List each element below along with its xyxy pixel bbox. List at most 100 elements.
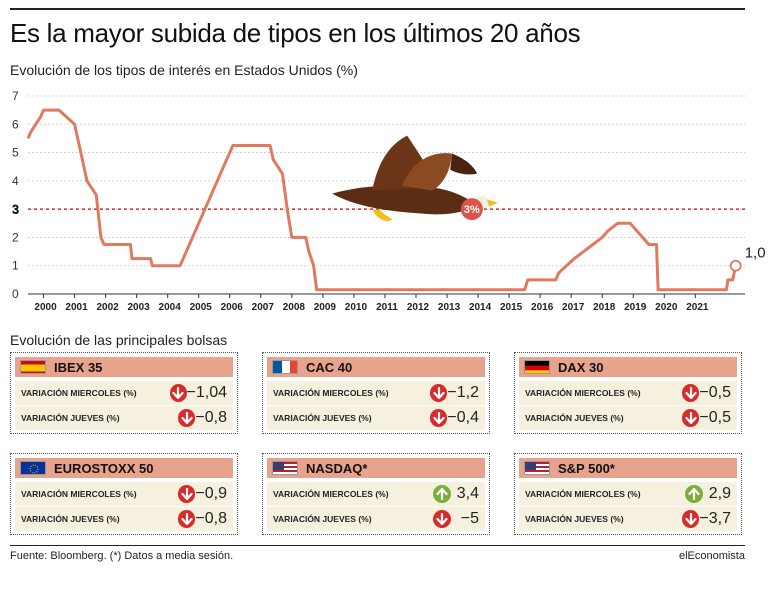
row-label: VARIACIÓN JUEVES (%): [21, 514, 120, 524]
x-tick-label: 2016: [531, 302, 554, 313]
usa-flag-icon: [272, 461, 298, 475]
x-tick-label: 2005: [190, 302, 213, 313]
index-card: DAX 30 VARIACIÓN MIERCOLES (%) −0,5 VARIACI…: [514, 352, 742, 434]
y-tick-label: 0: [12, 287, 19, 301]
eagle-icon: [332, 135, 499, 222]
section-title: Evolución de las principales bolsas: [10, 332, 228, 348]
row-label: VARIACIÓN MIERCOLES (%): [525, 388, 641, 398]
wednesday-row: VARIACIÓN MIERCOLES (%) −0,9: [15, 482, 233, 506]
arrow-down-icon: [169, 384, 187, 402]
arrow-down-icon: [681, 384, 700, 402]
index-card-header: IBEX 35: [15, 357, 233, 377]
x-tick-label: 2014: [469, 302, 492, 313]
thursday-row: VARIACIÓN JUEVES (%) −0,5: [519, 406, 737, 430]
index-card-header: DAX 30: [519, 357, 737, 377]
y-tick-label: 6: [12, 117, 19, 131]
eagle-talon: [372, 209, 393, 222]
row-label: VARIACIÓN JUEVES (%): [21, 413, 120, 423]
x-tick-label: 2015: [500, 302, 523, 313]
current-rate-marker: [729, 259, 742, 272]
index-name: CAC 40: [306, 359, 353, 375]
x-tick-label: 2008: [283, 302, 306, 313]
row-label: VARIACIÓN JUEVES (%): [525, 514, 624, 524]
france-flag-icon: [272, 360, 298, 374]
thursday-row: VARIACIÓN JUEVES (%) −5: [267, 507, 485, 531]
index-card: EUROSTOXX 50 VARIACIÓN MIERCOLES (%) −0,9 V…: [10, 453, 238, 535]
eagle-part: [487, 199, 499, 207]
thursday-change: −0,8: [195, 510, 227, 527]
brand-name: elEconomista: [678, 550, 745, 562]
bottom-rule: [10, 545, 745, 546]
rate-callout-badge: [460, 198, 483, 221]
row-label: VARIACIÓN MIERCOLES (%): [525, 489, 641, 499]
thursday-change: −0,8: [195, 409, 227, 426]
index-name: NASDAQ*: [306, 460, 368, 476]
x-tick-label: 2007: [252, 302, 275, 313]
eu-flag-icon: [20, 461, 46, 475]
thursday-row: VARIACIÓN JUEVES (%) −0,8: [15, 406, 233, 430]
x-tick-label: 2002: [96, 302, 119, 313]
eagle-part: [332, 185, 478, 215]
row-label: VARIACIÓN MIERCOLES (%): [273, 489, 389, 499]
wednesday-change: 2,9: [708, 485, 731, 502]
x-tick-label: 2000: [34, 302, 57, 313]
wednesday-row: VARIACIÓN MIERCOLES (%) 3,4: [267, 482, 485, 506]
index-card: IBEX 35 VARIACIÓN MIERCOLES (%) −1,04 VARIA…: [10, 352, 238, 434]
y-tick-label: 3: [12, 202, 19, 216]
x-tick-label: 2006: [221, 302, 244, 313]
index-card-header: S&P 500*: [519, 458, 737, 478]
row-label: VARIACIÓN JUEVES (%): [273, 514, 372, 524]
eagle-part: [402, 153, 453, 191]
thursday-change: −0,5: [699, 409, 731, 426]
index-card-header: NASDAQ*: [267, 458, 485, 478]
source-note: Fuente: Bloomberg. (*) Datos a media ses…: [10, 550, 234, 562]
reference-line-label: 3: [12, 202, 19, 217]
index-name: IBEX 35: [54, 359, 103, 375]
wednesday-row: VARIACIÓN MIERCOLES (%) −1,2: [267, 381, 485, 405]
page-title: Es la mayor subida de tipos en los últim…: [10, 18, 581, 48]
x-tick-label: 2011: [376, 302, 398, 313]
x-tick-label: 2018: [593, 302, 616, 313]
arrow-up-icon: [685, 485, 703, 503]
row-label: VARIACIÓN MIERCOLES (%): [21, 489, 137, 499]
usa-flag-icon: [524, 461, 550, 475]
index-card-header: CAC 40: [267, 357, 485, 377]
wednesday-change: −0,5: [699, 384, 731, 401]
x-tick-label: 2004: [159, 302, 182, 313]
arrow-down-icon: [429, 409, 448, 427]
x-tick-label: 2003: [128, 302, 151, 313]
arrow-down-icon: [177, 409, 196, 427]
arrow-down-icon: [429, 384, 448, 402]
thursday-row: VARIACIÓN JUEVES (%) −0,4: [267, 406, 485, 430]
x-tick-label: 2017: [562, 302, 585, 313]
y-tick-label: 5: [12, 146, 19, 160]
x-tick-label: 2021: [686, 302, 709, 313]
thursday-change: −0,4: [447, 409, 479, 426]
top-rule: [10, 8, 745, 10]
wednesday-change: −1,04: [186, 384, 227, 401]
wednesday-change: −1,2: [447, 384, 479, 401]
chart-subtitle: Evolución de los tipos de interés en Est…: [10, 62, 358, 78]
arrow-down-icon: [681, 510, 700, 528]
index-card: CAC 40 VARIACIÓN MIERCOLES (%) −1,2 VARIACI…: [262, 352, 490, 434]
x-tick-label: 2012: [407, 302, 430, 313]
rate-callout-label: 3%: [464, 204, 480, 216]
arrow-down-icon: [177, 510, 196, 528]
x-tick-label: 2020: [655, 302, 678, 313]
index-card-header: EUROSTOXX 50: [15, 458, 233, 478]
current-rate-label: 1,0: [745, 245, 766, 262]
x-tick-label: 2013: [438, 302, 461, 313]
y-tick-label: 2: [12, 230, 19, 244]
arrow-down-icon: [433, 510, 451, 528]
wednesday-change: −0,9: [195, 485, 227, 502]
row-label: VARIACIÓN JUEVES (%): [273, 413, 372, 423]
arrow-down-icon: [177, 485, 196, 503]
germany-flag-icon: [524, 360, 550, 374]
y-tick-label: 4: [12, 174, 19, 188]
rate-line: [26, 108, 738, 292]
y-tick-label: 7: [12, 89, 19, 103]
row-label: VARIACIÓN JUEVES (%): [525, 413, 624, 423]
x-tick-label: 2010: [345, 302, 368, 313]
index-name: S&P 500*: [558, 460, 615, 476]
x-tick-label: 2019: [624, 302, 647, 313]
